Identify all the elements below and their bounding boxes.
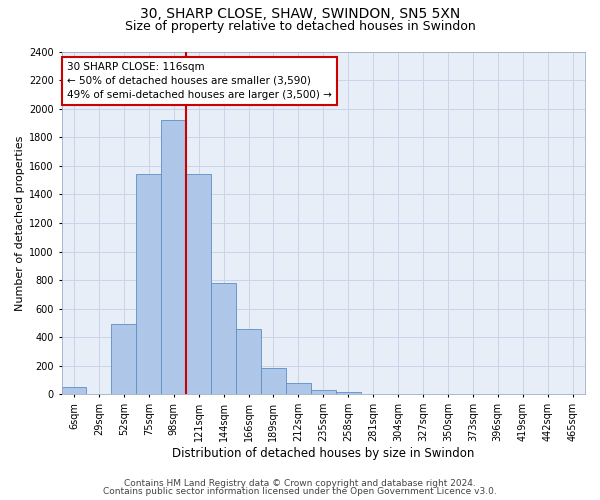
Bar: [311, 390, 336, 394]
Bar: [336, 392, 361, 394]
Text: Contains public sector information licensed under the Open Government Licence v3: Contains public sector information licen…: [103, 487, 497, 496]
Bar: [136, 174, 161, 394]
Text: Size of property relative to detached houses in Swindon: Size of property relative to detached ho…: [125, 20, 475, 33]
Text: 30, SHARP CLOSE, SHAW, SWINDON, SN5 5XN: 30, SHARP CLOSE, SHAW, SWINDON, SN5 5XN: [140, 8, 460, 22]
Bar: [62, 388, 86, 394]
Bar: [236, 328, 261, 394]
X-axis label: Distribution of detached houses by size in Swindon: Distribution of detached houses by size …: [172, 447, 475, 460]
Bar: [186, 174, 211, 394]
Bar: [286, 383, 311, 394]
Bar: [211, 283, 236, 395]
Y-axis label: Number of detached properties: Number of detached properties: [15, 136, 25, 310]
Text: 30 SHARP CLOSE: 116sqm
← 50% of detached houses are smaller (3,590)
49% of semi-: 30 SHARP CLOSE: 116sqm ← 50% of detached…: [67, 62, 332, 100]
Text: Contains HM Land Registry data © Crown copyright and database right 2024.: Contains HM Land Registry data © Crown c…: [124, 478, 476, 488]
Bar: [112, 324, 136, 394]
Bar: [261, 368, 286, 394]
Bar: [161, 120, 186, 394]
